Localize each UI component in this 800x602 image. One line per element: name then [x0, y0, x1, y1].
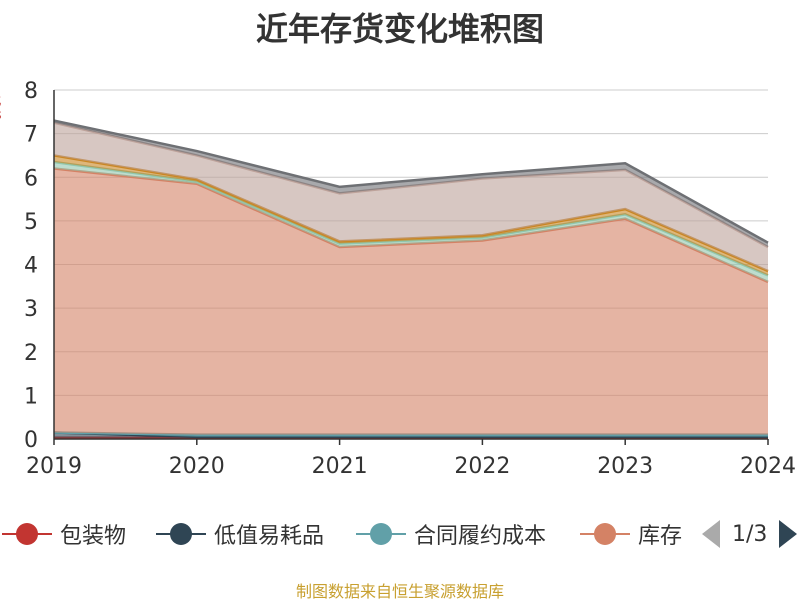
legend-label-3: 库存: [638, 524, 683, 549]
y-tick-6: 6: [24, 166, 38, 191]
legend-pager: 1/3: [702, 514, 798, 554]
area-line-2: [53, 431, 768, 436]
area-6: [54, 122, 768, 272]
legend: 包装物 低值易耗品 合同履约成本 库存: [0, 514, 800, 554]
area-line-6: [53, 121, 769, 249]
chart-title: 近年存货变化堆积图: [255, 10, 544, 48]
axes: [53, 90, 768, 440]
area-3: [54, 168, 768, 435]
legend-swatch-0: [2, 523, 52, 545]
y-tick-3: 3: [24, 297, 38, 322]
legend-dot-1: [170, 523, 192, 545]
legend-swatch-2: [356, 523, 406, 545]
y-tick-8: 8: [24, 79, 38, 104]
y-tick-4: 4: [24, 254, 38, 279]
x-tick-4: 2023: [597, 454, 653, 479]
legend-dot-2: [370, 523, 392, 545]
area-7: [54, 120, 768, 248]
legend-label-1: 低值易耗品: [214, 524, 325, 549]
y-tick-5: 5: [24, 210, 38, 235]
y-tick-labels: 0 1 2 3 4 5 6 7 8: [24, 79, 38, 453]
legend-dot-0: [16, 523, 38, 545]
area-series: [53, 119, 769, 439]
y-tick-2: 2: [24, 341, 38, 366]
legend-item-0[interactable]: 包装物: [2, 514, 126, 554]
x-tick-5: 2024: [740, 454, 796, 479]
legend-item-3[interactable]: 库存: [580, 514, 682, 554]
x-tick-1: 2020: [169, 454, 225, 479]
y-tick-1: 1: [24, 384, 38, 409]
prev-page-icon[interactable]: [702, 520, 720, 548]
legend-item-2[interactable]: 合同履约成本: [356, 514, 546, 554]
y-tick-0: 0: [24, 428, 38, 453]
legend-label-0: 包装物: [60, 524, 127, 549]
area-line-7: [53, 119, 769, 244]
x-tick-0: 2019: [26, 454, 82, 479]
legend-item-1[interactable]: 低值易耗品: [156, 514, 324, 554]
y-tick-7: 7: [24, 123, 38, 148]
next-page-icon[interactable]: [779, 520, 798, 548]
legend-dot-3: [594, 523, 616, 545]
x-tick-3: 2022: [454, 454, 510, 479]
y-axis-label: 亿元: [0, 95, 2, 119]
legend-label-2: 合同履约成本: [414, 524, 547, 549]
area-line-1: [53, 431, 768, 439]
x-tick-2: 2021: [312, 454, 368, 479]
legend-page-indicator: 1/3: [732, 521, 768, 547]
legend-swatch-1: [156, 523, 206, 545]
data-source-note: 制图数据来自恒生聚源数据库: [295, 582, 504, 601]
legend-swatch-3: [580, 523, 630, 545]
x-tick-labels: 2019 2020 2021 2022 2023 2024: [26, 439, 796, 479]
area-4: [54, 161, 768, 282]
